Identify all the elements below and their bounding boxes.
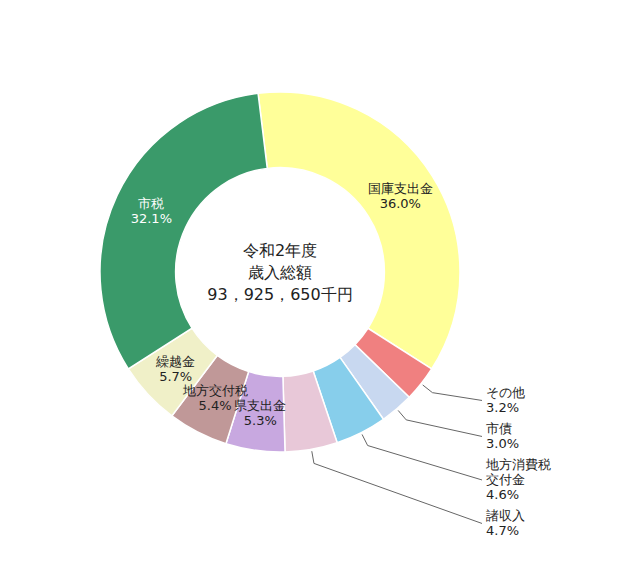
slice [258,92,460,369]
slice [283,371,337,452]
value-label: 4.6% [486,487,519,502]
category-label: 市税 [138,196,164,211]
leader-line [312,451,482,523]
value-label: 36.0% [380,196,421,211]
leader-lines [312,385,482,524]
category-label: 地方交付税 [182,383,248,398]
category-label: 繰越金 [155,354,195,369]
category-label: 国庫支出金 [368,181,433,196]
value-label: 5.4% [198,398,231,413]
value-label: 3.0% [486,436,519,451]
category-label: 市債 [486,421,512,436]
value-label: 5.3% [244,413,277,428]
category-label: 地方消費税交付金 [485,457,551,487]
category-label: その他 [486,385,525,400]
slices [100,92,460,452]
value-label: 5.7% [159,369,192,384]
category-label: 県支出金 [234,398,286,413]
leader-line [398,410,482,436]
value-label: 4.7% [486,523,519,538]
leader-line [362,434,482,480]
center-title: 令和2年度歳入総額93，925，650千円 [207,241,352,304]
value-label: 3.2% [486,400,519,415]
category-label: 諸収入 [486,508,525,523]
chart-container: 国庫支出金36.0% 県支出金5.3% 地方交付税5.4% 繰越金5.7% 市税32.1… [0,0,632,579]
value-label: 32.1% [131,211,172,226]
leader-line [423,385,482,401]
slice [100,93,267,369]
labels: 国庫支出金36.0% 県支出金5.3% 地方交付税5.4% 繰越金5.7% 市税32.1… [131,181,551,538]
donut-chart: 国庫支出金36.0% 県支出金5.3% 地方交付税5.4% 繰越金5.7% 市税32.1… [0,0,632,579]
